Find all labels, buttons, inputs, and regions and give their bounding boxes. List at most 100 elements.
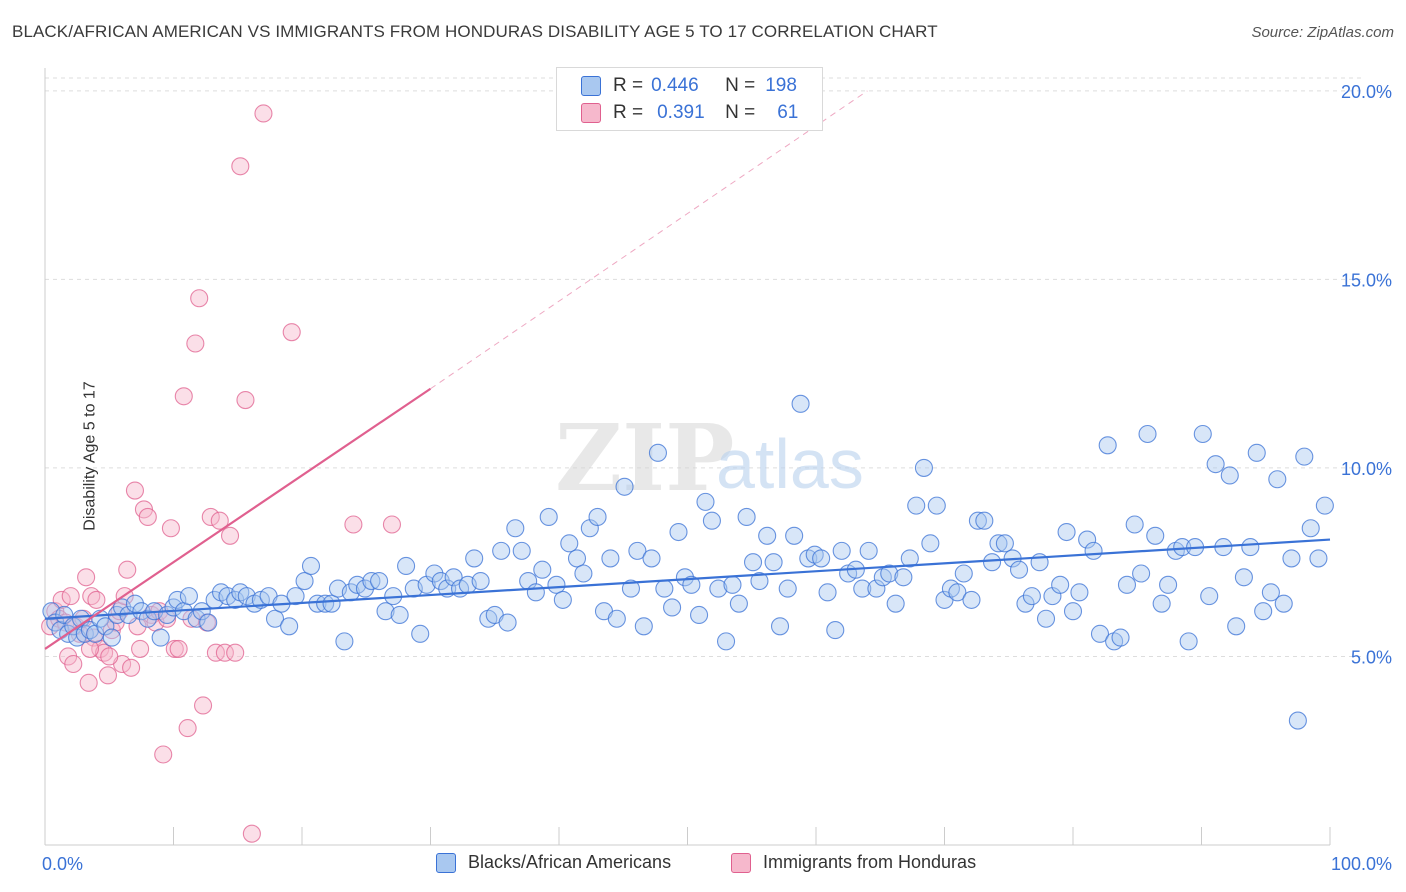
blue-point <box>335 632 354 651</box>
blue-point <box>982 553 1002 572</box>
pink-point <box>154 745 173 764</box>
blue-point <box>758 526 777 545</box>
blue-point <box>682 575 701 594</box>
blue-point <box>818 583 837 602</box>
watermark-atlas: atlas <box>716 425 864 503</box>
blue-point <box>179 587 198 606</box>
blue-point <box>444 568 463 587</box>
pink-point <box>77 568 96 587</box>
pink-point <box>138 507 157 526</box>
pink-point <box>344 515 363 534</box>
blue-point <box>1138 424 1157 444</box>
pink-point <box>194 696 213 715</box>
y-tick-label: 5.0% <box>1351 647 1392 667</box>
blue-point <box>615 477 634 496</box>
blue-point <box>690 605 709 625</box>
blue-point <box>1036 609 1056 628</box>
blue-point <box>628 541 647 560</box>
legend-swatch-blue <box>581 76 601 96</box>
blue-point <box>995 534 1014 553</box>
blue-point <box>1009 560 1029 579</box>
blue-point <box>168 590 187 609</box>
pink-point <box>210 511 229 530</box>
blue-point <box>648 443 667 462</box>
blue-point <box>1261 583 1280 602</box>
chart-title: BLACK/AFRICAN AMERICAN VS IMMIGRANTS FRO… <box>12 22 938 41</box>
y-tick-label: 10.0% <box>1341 459 1392 479</box>
blue-point <box>567 549 587 568</box>
stats-legend: R = 0.446 N = 198 R = 0.391 N = 61 <box>556 67 823 131</box>
blue-point <box>1227 617 1246 636</box>
legend-r-label: R = <box>613 102 644 123</box>
blue-point <box>663 598 682 617</box>
blue-point <box>859 541 878 560</box>
blue-point <box>737 507 756 526</box>
blue-point <box>1200 587 1219 606</box>
blue-point <box>962 590 981 609</box>
bottom-legend-blue: Blacks/African Americans <box>436 852 671 873</box>
blue-point <box>362 571 381 591</box>
blue-point <box>675 568 694 587</box>
blue-point <box>968 511 987 530</box>
pink-point <box>382 515 402 534</box>
blue-point <box>316 594 335 613</box>
blue-point <box>1063 602 1083 621</box>
watermark-zip: ZIP <box>555 404 734 512</box>
blue-point <box>1078 530 1097 549</box>
blue-point <box>96 617 115 636</box>
blue-point <box>634 617 653 636</box>
pink-point <box>186 334 205 353</box>
pink-point <box>118 560 137 579</box>
x-tick-label-max: 100.0% <box>1331 854 1392 874</box>
blue-point <box>1193 424 1212 444</box>
blue-point <box>750 571 769 591</box>
tick-labels: 5.0% 10.0% 15.0% 20.0% 0.0% 100.0% <box>42 82 1392 874</box>
bottom-legend-pink: Immigrants from Honduras <box>731 852 976 873</box>
pink-point <box>254 104 273 123</box>
blue-point <box>1295 447 1314 466</box>
blue-point <box>1282 549 1301 568</box>
pink-point <box>100 647 119 666</box>
blue-point <box>1117 575 1137 594</box>
blue-point <box>927 496 946 515</box>
pink-point <box>87 590 106 609</box>
blue-point <box>1146 526 1165 545</box>
blue-point <box>1274 594 1293 613</box>
pink-point <box>169 639 188 658</box>
blue-point <box>785 526 804 545</box>
pink-point <box>125 481 144 500</box>
blue-point <box>1016 594 1035 613</box>
blue-point <box>506 519 525 538</box>
blue-point <box>696 492 715 511</box>
pink-point <box>236 391 255 410</box>
blue-point <box>588 507 607 526</box>
blue-point <box>397 556 416 576</box>
blue-point <box>376 602 395 621</box>
blue-point <box>1098 436 1117 455</box>
blue-point <box>512 541 531 560</box>
blue-point <box>1254 602 1273 621</box>
blue-point <box>280 617 299 636</box>
blue-point <box>1084 541 1103 560</box>
pink-point <box>178 719 197 738</box>
pink-point <box>98 666 118 685</box>
blue-point <box>716 632 736 651</box>
pink-trend-extension <box>430 90 868 390</box>
blue-point <box>526 583 545 602</box>
blue-point <box>791 394 810 413</box>
blue-point <box>1070 583 1089 602</box>
blue-point <box>867 579 886 598</box>
blue-point <box>1234 568 1253 587</box>
blue-point <box>723 575 742 594</box>
pink-point <box>131 639 150 658</box>
pink-point <box>242 824 261 843</box>
legend-n-value: 61 <box>777 102 799 123</box>
blue-point <box>989 534 1008 553</box>
pink-point <box>52 590 71 609</box>
blue-point <box>390 605 409 625</box>
axes <box>44 68 1331 846</box>
blue-point <box>832 541 851 560</box>
blue-point <box>621 579 641 598</box>
blue-point <box>1268 470 1287 489</box>
blue-point <box>1315 496 1334 515</box>
